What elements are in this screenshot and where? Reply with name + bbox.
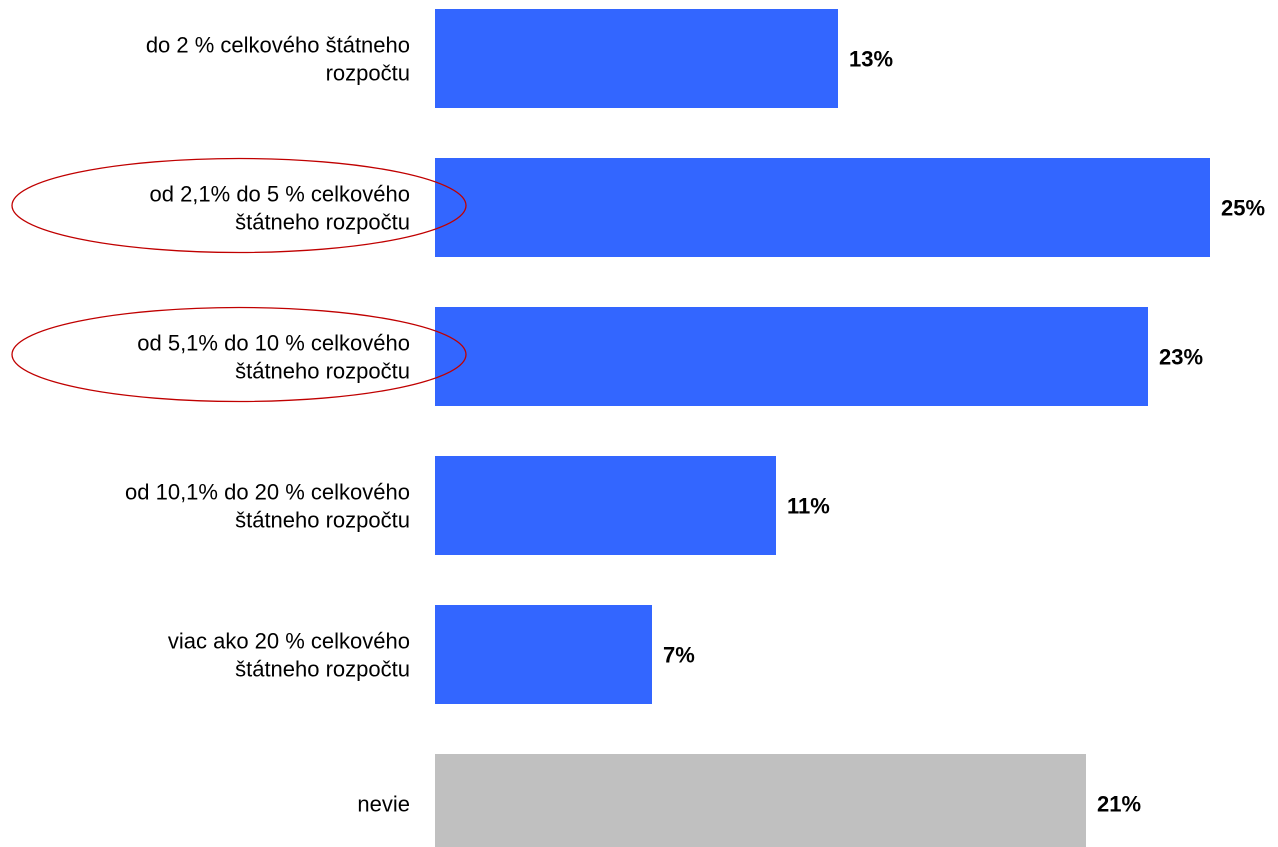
highlight-ellipse-2 [11, 157, 467, 254]
category-label-5: viac ako 20 % celkového štátneho rozpočtu [168, 629, 410, 682]
value-label-4: 11% [787, 494, 830, 519]
category-label-line: viac ako 20 % celkového [168, 629, 410, 654]
category-label-line: od 5,1% do 10 % celkového [137, 331, 410, 356]
category-label-1: do 2 % celkového štátneho rozpočtu [146, 33, 410, 86]
value-label-3: 23% [1159, 345, 1203, 370]
category-label-line: od 2,1% do 5 % celkového [149, 182, 410, 207]
category-label-line: nevie [357, 792, 410, 817]
bar-1 [435, 9, 838, 108]
category-label-6: nevie [357, 792, 410, 817]
chart-marks: 13% do 2 % celkového štátneho rozpočtu 25% o… [11, 9, 1265, 847]
category-label-line: štátneho rozpočtu [235, 657, 410, 682]
category-label-line: od 10,1% do 20 % celkového [125, 480, 410, 505]
category-label-line: štátneho rozpočtu [235, 210, 410, 235]
category-label-line: štátneho rozpočtu [235, 508, 410, 533]
bar-5 [435, 605, 652, 704]
category-label-line: rozpočtu [326, 61, 410, 86]
value-label-2: 25% [1221, 196, 1265, 221]
bar-6 [435, 754, 1086, 847]
bar-3 [435, 307, 1148, 406]
category-label-4: od 10,1% do 20 % celkového štátneho rozpo… [125, 480, 410, 533]
category-label-2: od 2,1% do 5 % celkového štátneho rozpočt… [149, 182, 410, 235]
value-label-6: 21% [1097, 792, 1141, 817]
category-label-line: štátneho rozpočtu [235, 359, 410, 384]
value-label-5: 7% [663, 643, 695, 668]
bar-2 [435, 158, 1210, 257]
category-label-3: od 5,1% do 10 % celkového štátneho rozpoč… [137, 331, 410, 384]
category-label-line: do 2 % celkového štátneho [146, 33, 410, 58]
bar-4 [435, 456, 776, 555]
value-label-1: 13% [849, 47, 893, 72]
highlight-ellipse-3 [11, 306, 467, 403]
